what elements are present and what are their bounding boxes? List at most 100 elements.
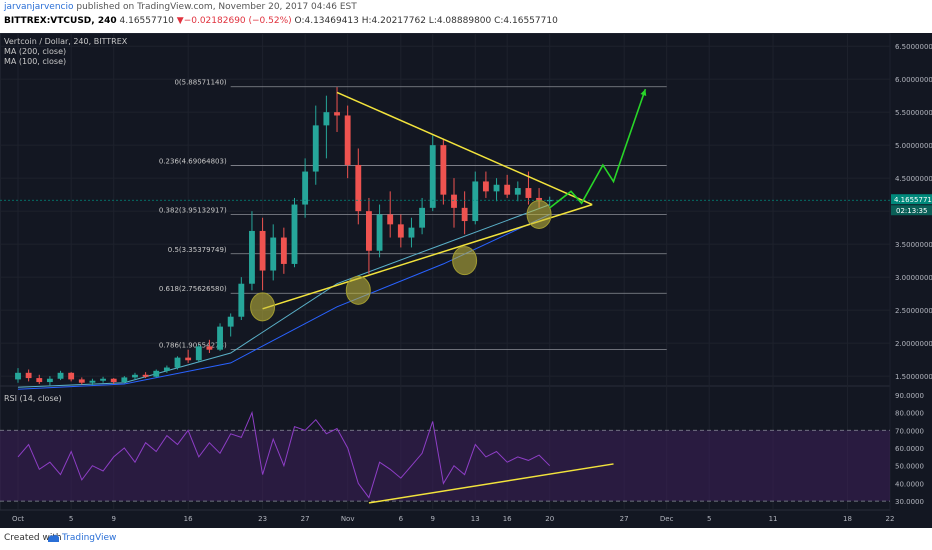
rsi-line xyxy=(17,410,551,499)
touch-point-ellipse[interactable] xyxy=(345,275,371,305)
candle-body[interactable] xyxy=(376,214,383,251)
candle-body[interactable] xyxy=(185,357,192,361)
rsi-tick-label: 50.0000 xyxy=(895,463,924,471)
candle-body[interactable] xyxy=(451,194,457,208)
candle-body[interactable] xyxy=(270,237,277,271)
candle-body[interactable] xyxy=(217,326,223,350)
countdown-label: 02:13:35 xyxy=(896,207,927,215)
candle-body[interactable] xyxy=(89,380,96,383)
last-price: 4.16557710 xyxy=(119,16,174,26)
symbol-label: BITTREX:VTCUSD, 240 xyxy=(4,16,117,26)
x-tick-label: 16 xyxy=(503,515,512,523)
x-tick-label: 13 xyxy=(471,515,480,523)
candle-body[interactable] xyxy=(110,378,117,383)
candle-body[interactable] xyxy=(366,211,372,251)
last-price-badge xyxy=(891,194,932,205)
candle-body[interactable] xyxy=(302,171,309,205)
candle-body[interactable] xyxy=(46,378,53,383)
candle-body[interactable] xyxy=(280,237,287,264)
rsi-tick-label: 60.0000 xyxy=(895,445,924,453)
x-tick-label: 27 xyxy=(301,515,310,523)
touch-point-ellipse[interactable] xyxy=(250,292,276,322)
candle-body[interactable] xyxy=(291,204,298,264)
rsi-trendline[interactable] xyxy=(368,463,614,504)
candle-body[interactable] xyxy=(163,367,170,371)
candle-body[interactable] xyxy=(259,230,266,271)
touch-point-ellipse[interactable] xyxy=(526,199,552,229)
price-tick-label: 2.00000000 xyxy=(895,340,932,348)
price-tick-label: 6.00000000 xyxy=(895,76,932,84)
rsi-band xyxy=(0,430,890,502)
rsi-legend[interactable]: RSI (14, close) xyxy=(4,394,62,403)
last-price-label: 4.16557710 xyxy=(894,196,932,204)
x-tick-label: 5 xyxy=(707,515,711,523)
candle-body[interactable] xyxy=(68,372,75,380)
candle-body[interactable] xyxy=(440,145,447,195)
price-chart[interactable]: Oct 5 9 16 23 27 Nov 6 9 13 16 20 27 Dec 5 11 18 22 6.5000… xyxy=(0,33,932,528)
rsi-tick-label: 40.0000 xyxy=(895,480,924,488)
candle-body[interactable] xyxy=(408,227,415,238)
candle-body[interactable] xyxy=(142,374,149,377)
candle-body[interactable] xyxy=(57,372,64,379)
candle-body[interactable] xyxy=(36,378,43,383)
touch-point-ellipse[interactable] xyxy=(452,246,478,276)
candle-body[interactable] xyxy=(344,115,351,165)
author-link[interactable]: jarvanjarvencio xyxy=(4,2,74,12)
candle-body[interactable] xyxy=(78,379,85,383)
candle-body[interactable] xyxy=(312,125,319,172)
candle-body[interactable] xyxy=(15,372,21,380)
candle-body[interactable] xyxy=(419,207,426,228)
candle-body[interactable] xyxy=(482,181,489,192)
chart-title: Vertcoin / Dollar, 240, BITTREX xyxy=(4,37,128,46)
ma100-line xyxy=(17,204,550,388)
x-tick-label: Oct xyxy=(12,515,24,523)
candle-body[interactable] xyxy=(323,112,330,126)
candle-body[interactable] xyxy=(25,372,32,379)
tradingview-logo-icon xyxy=(48,534,59,542)
candle-body[interactable] xyxy=(397,224,404,238)
countdown-badge xyxy=(891,205,932,216)
candle-body[interactable] xyxy=(472,181,479,222)
price-change: −0.02182690 (−0.52%) xyxy=(183,16,292,26)
ma200-legend[interactable]: MA (200, close) xyxy=(4,47,67,56)
candle-body[interactable] xyxy=(536,197,542,202)
x-tick-label: 6 xyxy=(399,515,404,523)
candle-body[interactable] xyxy=(100,378,106,381)
rsi-tick-label: 30.0000 xyxy=(895,498,924,506)
resistance-trendline[interactable] xyxy=(336,91,593,206)
candle-body[interactable] xyxy=(249,230,255,284)
fib-level-label: 0.618(2.75626580) xyxy=(159,285,227,293)
candle-body[interactable] xyxy=(461,207,468,222)
price-tick-label: 5.00000000 xyxy=(895,142,932,150)
rsi-tick-label: 70.0000 xyxy=(895,427,924,435)
fib-level-label: 0.786(1.90554273) xyxy=(159,341,227,349)
candle-body[interactable] xyxy=(429,145,436,208)
price-pane xyxy=(0,33,891,387)
candle-body[interactable] xyxy=(238,283,245,317)
candle-body[interactable] xyxy=(206,346,213,350)
publish-header: jarvanjarvencio published on TradingView… xyxy=(0,0,932,33)
candle-body[interactable] xyxy=(387,214,394,225)
candle-body[interactable] xyxy=(514,188,521,195)
tradingview-link[interactable]: TradingView xyxy=(62,533,117,543)
candle-body[interactable] xyxy=(504,184,511,195)
x-tick-label: 23 xyxy=(258,515,267,523)
candle-body[interactable] xyxy=(227,316,234,327)
ma100-legend[interactable]: MA (100, close) xyxy=(4,57,67,66)
candle-body[interactable] xyxy=(493,184,500,192)
candle-body[interactable] xyxy=(132,374,138,378)
rsi-tick-label: 80.0000 xyxy=(895,410,924,418)
candle-body[interactable] xyxy=(121,377,128,383)
candle-body[interactable] xyxy=(334,112,340,116)
candle-body[interactable] xyxy=(174,357,181,368)
projection-path[interactable] xyxy=(549,88,647,209)
candle-body[interactable] xyxy=(153,370,160,377)
candle-body[interactable] xyxy=(525,188,532,198)
candle-body[interactable] xyxy=(195,346,202,361)
candle-body[interactable] xyxy=(355,164,362,212)
